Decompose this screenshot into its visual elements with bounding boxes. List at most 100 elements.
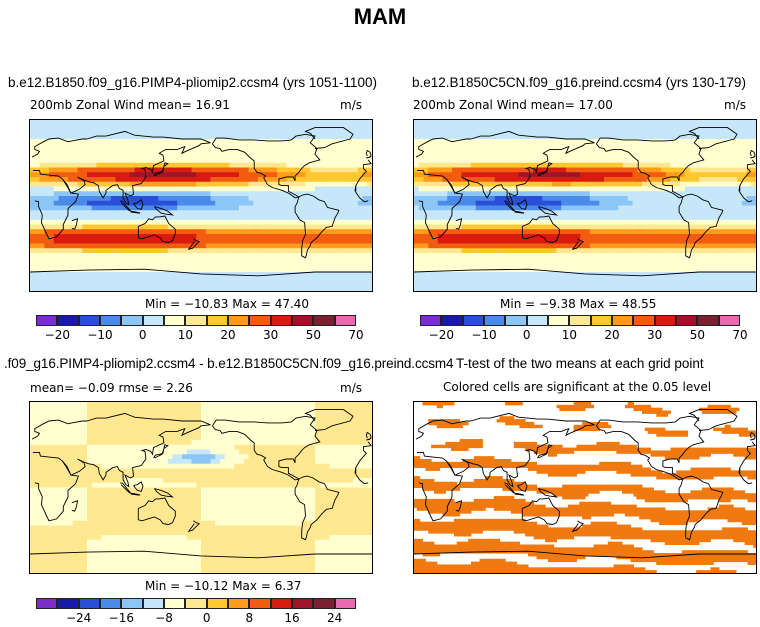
field-cell (737, 148, 743, 154)
field-cell (110, 143, 117, 150)
field-cell (191, 177, 197, 183)
field-cell (210, 124, 216, 131)
field-cell (277, 143, 283, 150)
field-cell (348, 158, 354, 164)
field-cell (158, 248, 164, 254)
field-cell (153, 272, 159, 278)
field-cell (77, 248, 83, 254)
field-cell (357, 219, 364, 226)
field-cell (708, 210, 714, 216)
field-cell (428, 177, 434, 183)
field-cell (96, 224, 102, 230)
field-cell (234, 200, 240, 207)
field-cell (523, 200, 529, 207)
field-cell (77, 129, 83, 135)
field-cell (627, 139, 634, 145)
field-cell (91, 153, 98, 159)
field-cell (210, 120, 216, 126)
field-cell (239, 172, 245, 178)
field-cell (518, 172, 524, 178)
field-cell (353, 229, 359, 235)
field-cell (91, 158, 98, 164)
field-cell (689, 224, 695, 230)
field-cell (613, 124, 619, 131)
field-cell (680, 243, 686, 249)
field-cell (741, 177, 748, 183)
field-cell (134, 191, 140, 197)
field-cell (300, 262, 307, 268)
field-cell (139, 181, 145, 188)
field-cell (542, 272, 548, 278)
field-cell (608, 200, 615, 207)
field-cell (234, 286, 240, 291)
field-cell (215, 262, 221, 268)
field-cell (532, 148, 539, 154)
field-cell (248, 153, 254, 159)
field-cell (286, 167, 292, 173)
field-cell (239, 191, 245, 197)
field-cell (542, 243, 548, 249)
field-cell (357, 243, 364, 249)
field-cell (456, 215, 463, 221)
field-cell (305, 238, 311, 245)
field-cell (727, 215, 733, 221)
field-cell (215, 129, 221, 135)
field-cell (656, 186, 662, 192)
field-cell (248, 124, 254, 131)
field-cell (286, 120, 292, 126)
field-cell (642, 186, 648, 192)
field-cell (148, 200, 155, 207)
field-cell (703, 143, 710, 150)
field-cell (575, 124, 581, 131)
field-cell (689, 257, 695, 264)
field-cell (732, 238, 738, 245)
field-cell (186, 229, 193, 235)
field-cell (513, 167, 520, 173)
field-cell (106, 186, 112, 192)
field-cell (362, 281, 368, 287)
field-cell (494, 196, 501, 202)
field-cell (357, 177, 364, 183)
field-cell (229, 181, 235, 188)
field-cell (589, 181, 596, 188)
field-cell (182, 219, 188, 226)
field-cell (182, 196, 188, 202)
field-cell (570, 191, 577, 197)
field-cell (722, 153, 729, 159)
field-cell (134, 200, 140, 207)
field-cell (746, 262, 752, 268)
field-cell (243, 200, 250, 207)
field-cell (675, 124, 681, 131)
field-cell (623, 234, 629, 240)
field-cell (575, 181, 581, 188)
field-cell (120, 162, 126, 169)
field-cell (437, 215, 444, 221)
field-cell (324, 139, 330, 145)
field-cell (201, 281, 207, 287)
field-cell (319, 248, 326, 254)
field-cell (305, 153, 311, 159)
field-cell (125, 124, 131, 131)
field-cell (561, 167, 567, 173)
field-cell (532, 143, 539, 150)
field-cell (608, 234, 615, 240)
field-cell (513, 153, 520, 159)
field-cell (442, 234, 448, 240)
field-cell (96, 191, 102, 197)
field-cell (120, 248, 126, 254)
field-cell (494, 191, 501, 197)
field-cell (324, 162, 330, 169)
field-cell (281, 286, 288, 291)
field-cell (589, 148, 596, 154)
field-cell (718, 210, 724, 216)
field-cell (594, 238, 600, 245)
field-cell (423, 143, 429, 150)
field-cell (34, 234, 41, 240)
field-cell (490, 262, 496, 268)
field-cell (201, 124, 207, 131)
field-cell (509, 248, 515, 254)
field-cell (267, 191, 273, 197)
field-cell (651, 191, 657, 197)
field-cell (172, 210, 178, 216)
coastline (187, 238, 200, 250)
